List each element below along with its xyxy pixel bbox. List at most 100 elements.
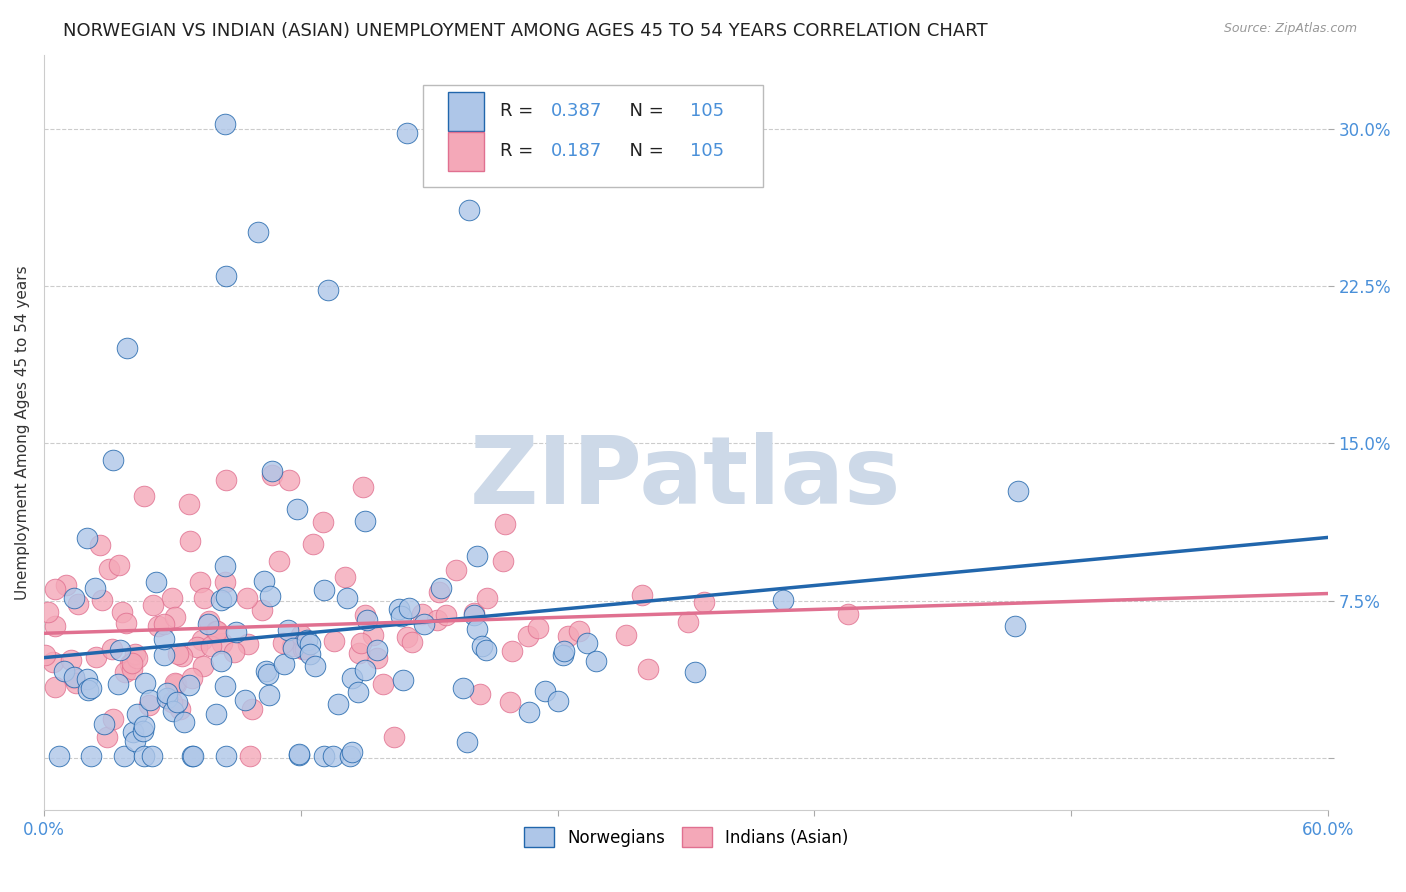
Point [312, 516, 335, 530]
Point [474, 643, 496, 657]
Point [342, 671, 364, 685]
Point [44, 680, 66, 694]
Point [121, 662, 143, 676]
Point [388, 602, 411, 616]
Point [516, 629, 538, 643]
Point [44, 582, 66, 597]
Point [396, 126, 419, 140]
Point [214, 558, 236, 573]
Point [314, 583, 336, 598]
Point [112, 748, 135, 763]
Point [96, 730, 118, 744]
Point [382, 731, 405, 745]
Point [262, 467, 284, 482]
Point [215, 268, 238, 283]
Point [139, 693, 162, 707]
Text: NORWEGIAN VS INDIAN (ASIAN) UNEMPLOYMENT AMONG AGES 45 TO 54 YEARS CORRELATION C: NORWEGIAN VS INDIAN (ASIAN) UNEMPLOYMENT… [63, 22, 988, 40]
Point [257, 688, 280, 702]
Point [517, 706, 540, 720]
Text: 105: 105 [690, 103, 724, 120]
Point [34, 648, 56, 662]
Point [110, 606, 132, 620]
Point [127, 706, 149, 721]
Point [256, 667, 278, 681]
Point [55, 578, 77, 592]
Point [328, 697, 350, 711]
Point [214, 117, 236, 131]
Point [352, 480, 374, 494]
Point [283, 641, 305, 656]
Point [465, 549, 488, 563]
Point [683, 665, 706, 680]
Point [67, 597, 90, 611]
Point [165, 675, 187, 690]
Point [209, 654, 232, 668]
Point [172, 648, 194, 663]
Point [166, 647, 188, 661]
Point [79, 748, 101, 763]
Point [398, 600, 420, 615]
Point [215, 473, 238, 487]
Point [132, 719, 155, 733]
Point [37, 605, 59, 619]
Point [347, 685, 370, 699]
Point [526, 621, 548, 635]
Point [475, 591, 498, 605]
Point [48, 748, 70, 763]
Point [59, 653, 82, 667]
Point [80, 681, 103, 696]
Point [271, 635, 294, 649]
Point [186, 640, 208, 655]
Point [142, 598, 165, 612]
Point [353, 663, 375, 677]
Text: R =: R = [499, 143, 538, 161]
Point [193, 591, 215, 605]
Point [463, 607, 485, 622]
Point [401, 635, 423, 649]
Point [366, 650, 388, 665]
Point [153, 648, 176, 663]
FancyBboxPatch shape [449, 132, 484, 171]
Point [138, 698, 160, 713]
Point [114, 665, 136, 679]
Point [207, 624, 229, 638]
Point [557, 629, 579, 643]
Point [239, 748, 262, 763]
Point [471, 639, 494, 653]
Point [188, 574, 211, 589]
Text: 0.387: 0.387 [551, 103, 603, 120]
Point [290, 628, 312, 642]
Point [214, 575, 236, 590]
Point [98, 562, 121, 576]
Point [191, 632, 214, 647]
Point [65, 675, 87, 690]
Point [156, 685, 179, 699]
Point [411, 607, 433, 621]
Point [141, 748, 163, 763]
Point [340, 745, 363, 759]
Point [77, 683, 100, 698]
Point [568, 624, 591, 639]
Point [585, 654, 607, 668]
Point [179, 533, 201, 548]
Point [42, 655, 65, 669]
Point [165, 609, 187, 624]
Point [193, 658, 215, 673]
Point [356, 613, 378, 627]
Point [281, 640, 304, 654]
Point [146, 619, 169, 633]
Point [177, 497, 200, 511]
Point [209, 593, 232, 607]
Point [837, 607, 859, 621]
Point [312, 748, 335, 763]
Point [494, 517, 516, 532]
Point [165, 677, 187, 691]
Text: ZIPatlas: ZIPatlas [470, 432, 901, 524]
Point [181, 748, 204, 763]
Point [333, 569, 356, 583]
Point [267, 554, 290, 568]
Point [122, 725, 145, 739]
Point [427, 584, 450, 599]
Point [101, 641, 124, 656]
Point [242, 702, 264, 716]
